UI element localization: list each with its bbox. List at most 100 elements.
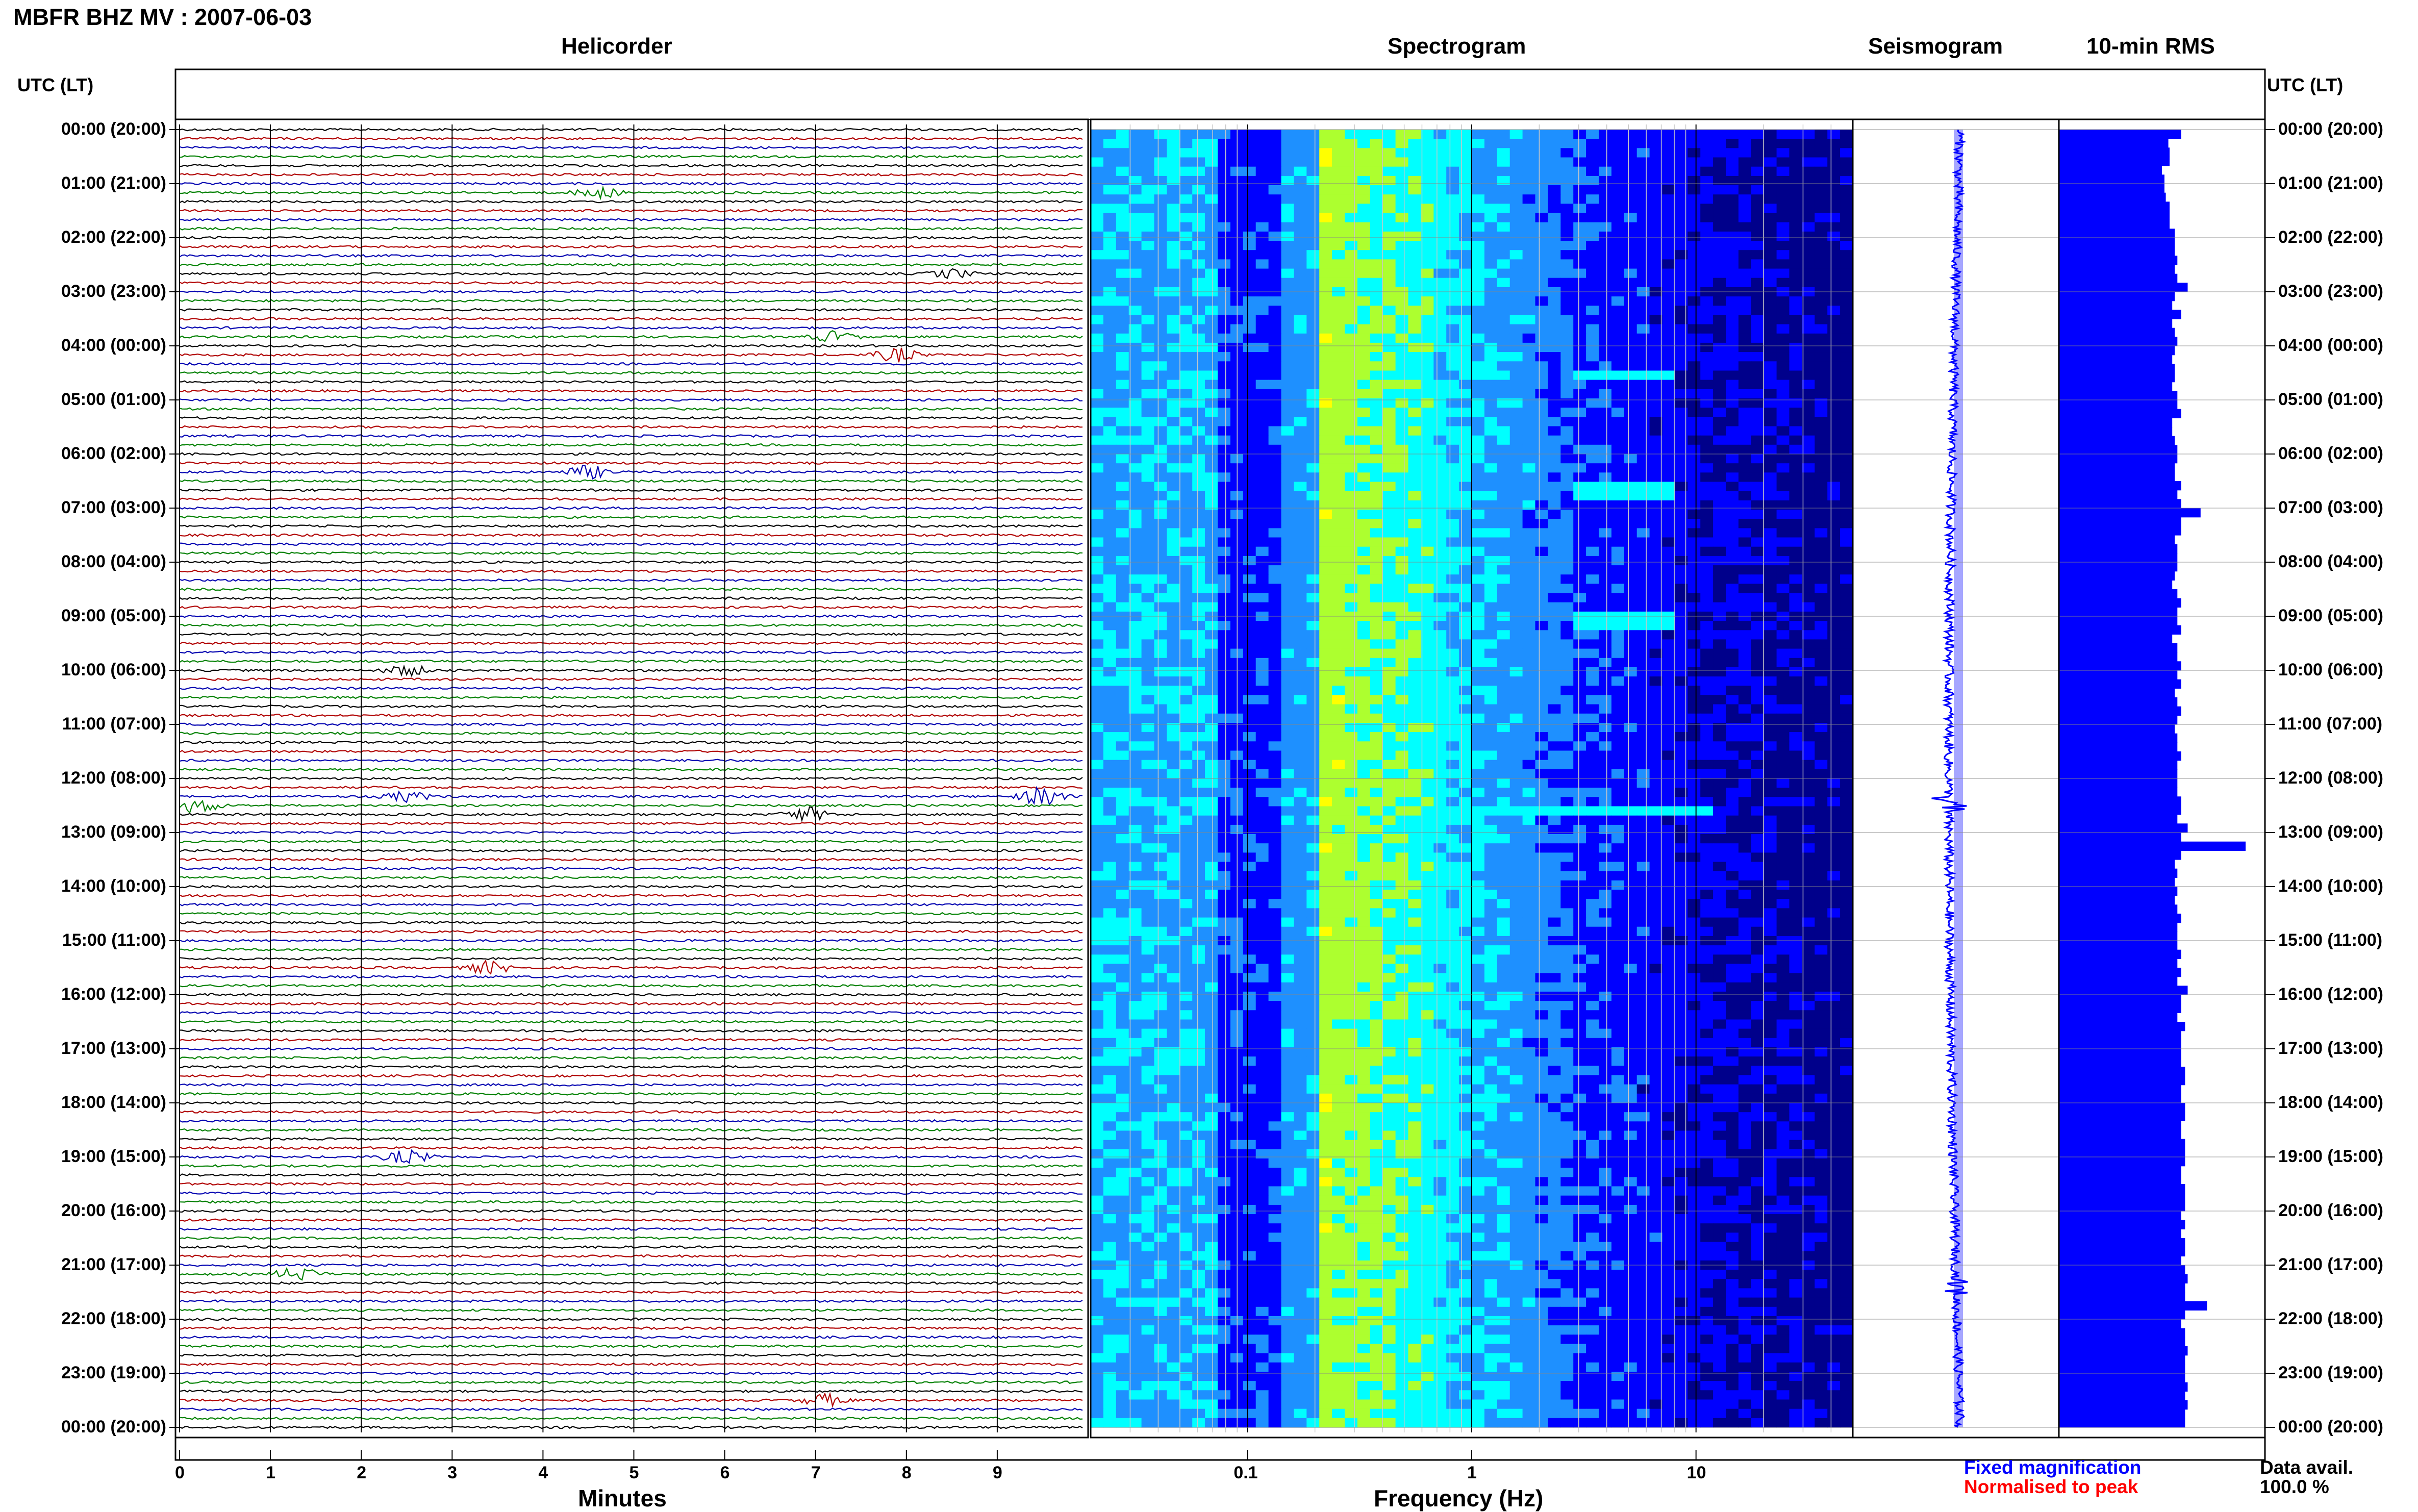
spectrogram-cell — [1764, 760, 1777, 770]
spectrogram-cell — [1192, 843, 1205, 853]
spectrogram-cell — [1205, 426, 1218, 436]
helicorder-trace — [180, 498, 1082, 500]
spectrogram-cell — [1560, 241, 1574, 250]
spectrogram-cell — [1345, 732, 1358, 742]
spectrogram-cell — [1306, 278, 1320, 288]
spectrogram-cell — [1777, 630, 1790, 640]
spectrogram-cell — [1510, 222, 1523, 232]
spectrogram-cell — [1091, 704, 1104, 714]
spectrogram-cell — [1650, 593, 1663, 603]
spectrogram-cell — [1116, 565, 1129, 575]
spectrogram-cell — [1815, 296, 1828, 306]
spectrogram-cell — [1116, 436, 1129, 445]
spectrogram-cell — [1116, 584, 1129, 593]
spectrogram-cell — [1827, 834, 1841, 844]
spectrogram-cell — [1573, 797, 1586, 807]
helicorder-trace — [180, 1210, 1082, 1212]
spectrogram-cell — [1433, 500, 1447, 510]
spectrogram-cell — [1306, 158, 1320, 167]
spectrogram-cell — [1523, 445, 1536, 455]
spectrogram-cell — [1256, 278, 1269, 288]
spectrogram-cell — [1599, 185, 1612, 195]
spectrogram-cell — [1345, 538, 1358, 547]
spectrogram-cell — [1687, 630, 1701, 640]
spectrogram-cell — [1510, 695, 1523, 705]
spectrogram-cell — [1103, 816, 1117, 825]
spectrogram-cell — [1332, 139, 1345, 148]
spectrogram-cell — [1510, 500, 1523, 510]
spectrogram-cell — [1815, 676, 1828, 686]
spectrogram-cell — [1840, 741, 1853, 751]
spectrogram-cell — [1332, 686, 1345, 695]
spectrogram-cell — [1192, 667, 1205, 677]
helicorder-trace — [180, 1354, 1082, 1356]
spectrogram-cell — [1815, 825, 1828, 835]
spectrogram-cell — [1484, 862, 1498, 872]
spectrogram-cell — [1408, 130, 1422, 139]
spectrogram-cell — [1294, 528, 1307, 538]
spectrogram-cell — [1129, 528, 1142, 538]
spectrogram-cell — [1154, 158, 1168, 167]
spectrogram-cell — [1484, 834, 1498, 844]
spectrogram-cell — [1091, 519, 1104, 528]
spectrogram-cell — [1815, 241, 1828, 250]
spectrogram-cell — [1802, 574, 1815, 584]
spectrogram-cell — [1218, 343, 1231, 352]
spectrogram-cell — [1459, 463, 1472, 473]
spectrogram-cell — [1764, 769, 1777, 779]
spectrogram-cell — [1790, 732, 1803, 742]
spectrogram-cell — [1103, 667, 1117, 677]
spectrogram-cell — [1383, 380, 1396, 390]
spectrogram-cell — [1167, 816, 1180, 825]
spectrogram-cell — [1700, 778, 1714, 788]
spectrogram-cell — [1154, 630, 1168, 640]
spectrogram-cell — [1129, 676, 1142, 686]
spectrogram-cell — [1192, 463, 1205, 473]
spectrogram-cell — [1281, 639, 1295, 649]
spectrogram-cell — [1663, 807, 1676, 816]
spectrogram-cell — [1497, 454, 1510, 464]
spectrogram-cell — [1306, 621, 1320, 631]
spectrogram-cell — [1345, 714, 1358, 723]
spectrogram-cell — [1586, 445, 1599, 455]
spectrogram-cell — [1560, 167, 1574, 177]
spectrogram-cell — [1396, 528, 1409, 538]
spectrogram-cell — [1433, 352, 1447, 362]
spectrogram-cell — [1472, 760, 1485, 770]
spectrogram-cell — [1687, 788, 1701, 797]
spectrogram-cell — [1332, 649, 1345, 659]
spectrogram-cell — [1129, 510, 1142, 519]
spectrogram-cell — [1611, 491, 1625, 501]
spectrogram-cell — [1484, 658, 1498, 668]
spectrogram-cell — [1497, 862, 1510, 872]
spectrogram-cell — [1421, 194, 1434, 204]
spectrogram-cell — [1142, 389, 1155, 399]
spectrogram-cell — [1243, 463, 1256, 473]
spectrogram-cell — [1726, 834, 1739, 844]
spectrogram-cell — [1599, 602, 1612, 612]
spectrogram-cell — [1700, 130, 1714, 139]
spectrogram-cell — [1421, 167, 1434, 177]
spectrogram-cell — [1599, 732, 1612, 742]
spectrogram-cell — [1650, 676, 1663, 686]
spectrogram-cell — [1396, 556, 1409, 566]
spectrogram-cell — [1790, 769, 1803, 779]
spectrogram-cell — [1116, 194, 1129, 204]
spectrogram-cell — [1497, 278, 1510, 288]
spectrogram-cell — [1396, 139, 1409, 148]
helicorder-trace — [180, 1165, 1082, 1167]
spectrogram-cell — [1179, 667, 1193, 677]
spectrogram-cell — [1459, 454, 1472, 464]
spectrogram-cell — [1573, 528, 1586, 538]
spectrogram-cell — [1751, 185, 1765, 195]
spectrogram-cell — [1332, 278, 1345, 288]
spectrogram-cell — [1345, 807, 1358, 816]
spectrogram-cell — [1548, 510, 1561, 519]
spectrogram-cell — [1243, 667, 1256, 677]
spectrogram-cell — [1663, 547, 1676, 557]
spectrogram-cell — [1840, 519, 1853, 528]
spectrogram-cell — [1663, 825, 1676, 835]
spectrogram-cell — [1751, 315, 1765, 324]
spectrogram-cell — [1599, 380, 1612, 390]
spectrogram-cell — [1840, 278, 1853, 288]
